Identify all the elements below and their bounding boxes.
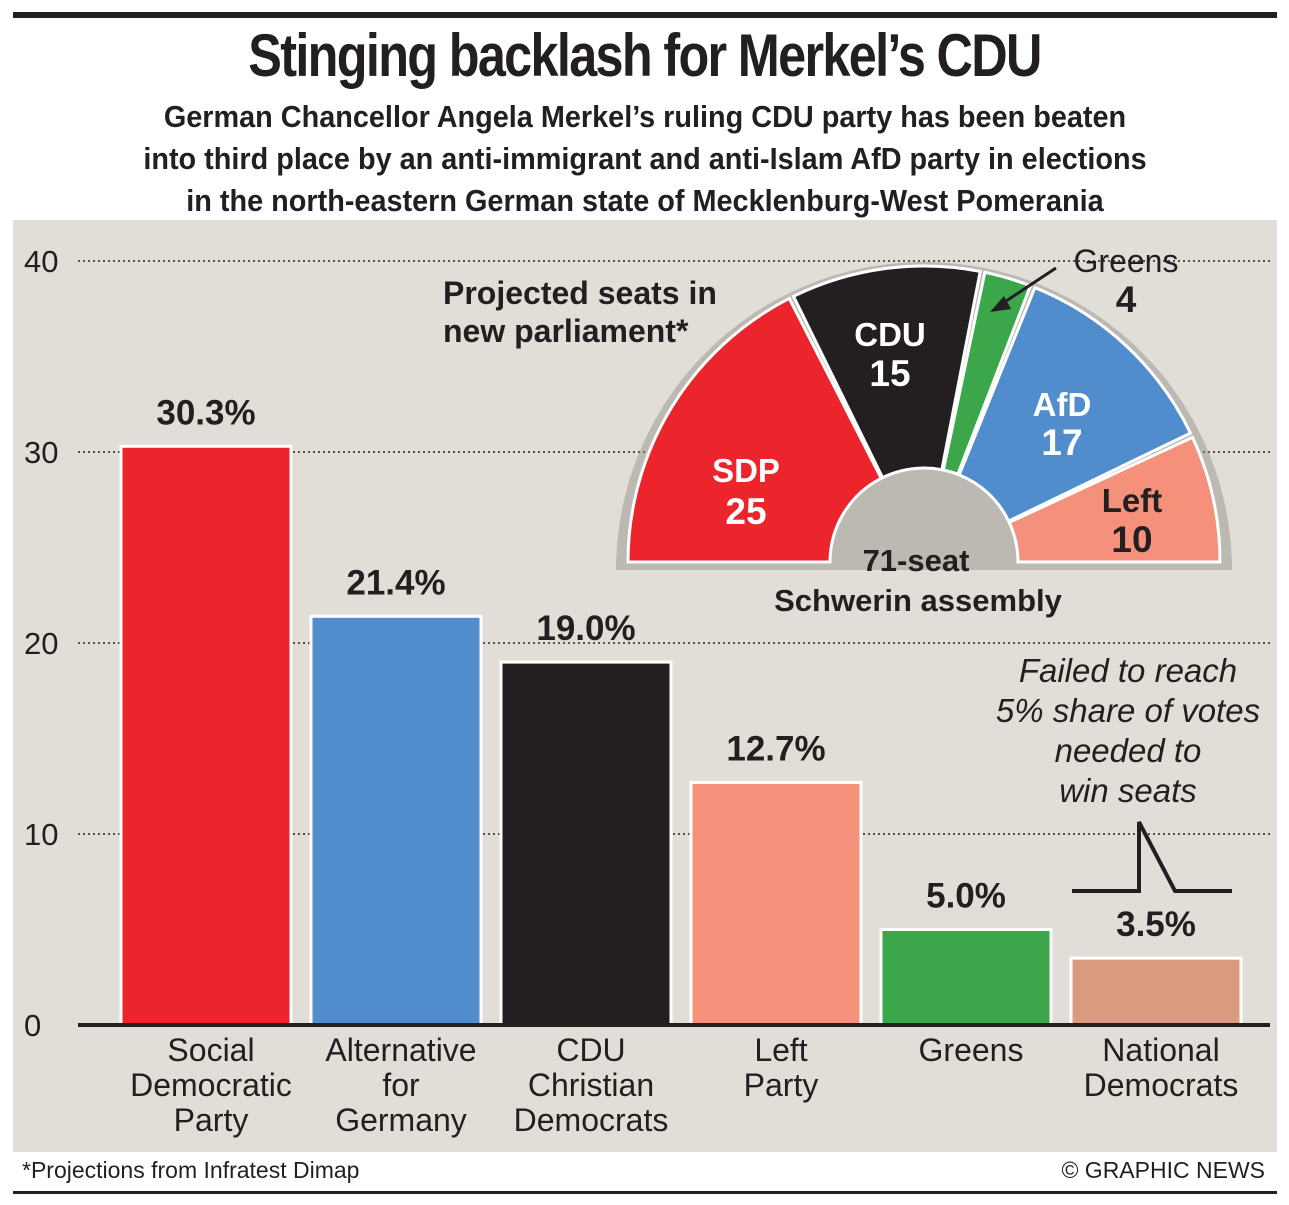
bar <box>1069 956 1243 1027</box>
seat-slice <box>941 270 1033 477</box>
threshold-note: needed to <box>1055 732 1202 769</box>
category-label: Social <box>167 1032 254 1068</box>
seat-slice-value: 17 <box>1041 422 1082 463</box>
category-label: Party <box>174 1102 249 1138</box>
greens-arrow-head <box>990 296 1011 312</box>
subtitle-line: in the north-eastern German state of Mec… <box>186 183 1104 218</box>
seat-chart-center-label: 71-seat <box>863 543 970 578</box>
bar <box>119 444 293 1027</box>
seat-slice-value: 25 <box>725 491 766 532</box>
seat-slice-value: 15 <box>869 353 910 394</box>
bar <box>499 660 673 1027</box>
seat-slice-value: 10 <box>1111 519 1152 560</box>
y-tick-label: 20 <box>24 626 58 661</box>
threshold-note: Failed to reach <box>1019 652 1237 689</box>
seat-slice-name: AfD <box>1033 386 1092 423</box>
bar <box>879 928 1053 1027</box>
category-label: for <box>382 1067 420 1103</box>
seat-chart-title: Projected seats in <box>443 275 717 311</box>
bar-value-label: 5.0% <box>926 877 1006 916</box>
top-rule <box>13 12 1277 18</box>
category-label: Alternative <box>325 1032 476 1068</box>
greens-arrow-line <box>999 266 1057 307</box>
category-label: Left <box>754 1032 807 1068</box>
y-tick-label: 10 <box>24 817 58 852</box>
subtitle: German Chancellor Angela Merkel’s ruling… <box>57 96 1233 222</box>
seat-chart-center-label: Schwerin assembly <box>774 583 1063 618</box>
seat-slice-name: SDP <box>712 452 780 489</box>
bar-value-label: 3.5% <box>1116 905 1196 944</box>
seat-chart-title: new parliament* <box>443 313 689 349</box>
bottom-rule <box>13 1191 1277 1194</box>
category-label: CDU <box>556 1032 625 1068</box>
category-label: National <box>1102 1032 1219 1068</box>
bar-value-label: 21.4% <box>346 563 445 602</box>
bar <box>689 780 863 1027</box>
category-label: Democrats <box>514 1102 669 1138</box>
seat-slice-name: Left <box>1102 482 1163 519</box>
y-tick-label: 0 <box>24 1008 41 1043</box>
seat-slice-name: CDU <box>854 316 926 353</box>
bar-value-label: 19.0% <box>536 609 635 648</box>
category-label: Party <box>744 1067 819 1103</box>
subtitle-line: German Chancellor Angela Merkel’s ruling… <box>163 99 1127 134</box>
subtitle-line: into third place by an anti-immigrant an… <box>143 141 1147 176</box>
y-tick-label: 40 <box>24 244 58 279</box>
category-label: Democratic <box>130 1067 292 1103</box>
seat-slice <box>957 285 1193 524</box>
threshold-marker <box>1072 821 1232 893</box>
headline: Stinging backlash for Merkel’s CDU <box>248 22 1042 89</box>
seat-slice-value: 4 <box>1116 279 1137 320</box>
seat-slice <box>1007 435 1222 564</box>
seat-slice <box>626 296 884 564</box>
threshold-note: win seats <box>1059 772 1197 809</box>
category-label: Christian <box>528 1067 654 1103</box>
category-label: Greens <box>919 1032 1024 1068</box>
seat-slice <box>791 264 982 480</box>
credit: © GRAPHIC NEWS <box>1061 1157 1265 1183</box>
footnote: *Projections from Infratest Dimap <box>22 1157 360 1183</box>
bar <box>309 614 483 1027</box>
y-tick-label: 30 <box>24 435 58 470</box>
threshold-note: 5% share of votes <box>996 692 1260 729</box>
category-label: Germany <box>335 1102 467 1138</box>
seat-slice-name: Greens <box>1074 243 1179 279</box>
bar-value-label: 12.7% <box>726 729 825 768</box>
bar-value-label: 30.3% <box>156 393 255 432</box>
category-label: Democrats <box>1084 1067 1239 1103</box>
